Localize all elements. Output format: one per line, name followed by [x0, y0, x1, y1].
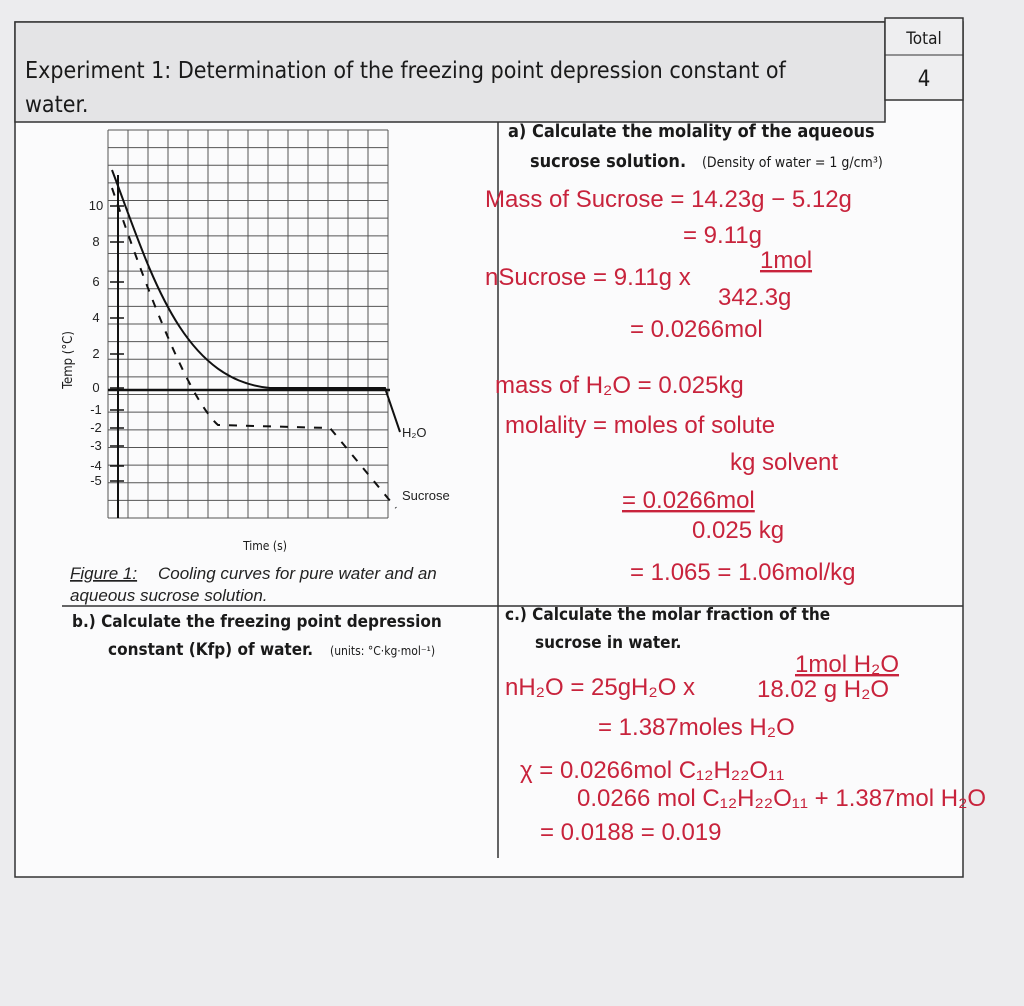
- sucrose-curve: [111, 187, 397, 509]
- y-tick-label: 6: [92, 274, 99, 289]
- caption-line1: Cooling curves for pure water and an: [158, 564, 437, 583]
- caption-line2: aqueous sucrose solution.: [70, 586, 268, 605]
- work-line: 0.0266 mol C₁₂H₂₂O₁₁ + 1.387mol H₂O: [577, 785, 986, 812]
- header-title-line2: water.: [25, 92, 88, 118]
- work-line: = 0.0266mol: [622, 487, 755, 514]
- total-value: 4: [918, 67, 931, 92]
- work-line: 0.025 kg: [692, 517, 784, 544]
- work-line: = 0.0188 = 0.019: [540, 819, 722, 846]
- part-b-question-line1: b.) Calculate the freezing point depress…: [72, 612, 442, 632]
- total-label: Total: [905, 29, 941, 49]
- part-b-units: (units: °C·kg·mol⁻¹): [330, 644, 435, 658]
- work-line: = 0.0266mol: [630, 316, 763, 343]
- work-line: kg solvent: [730, 449, 838, 476]
- y-tick-label: -1: [90, 402, 102, 417]
- y-tick-label: -5: [90, 473, 102, 488]
- work-line: 342.3g: [718, 284, 791, 311]
- y-tick-label: 2: [92, 346, 99, 361]
- work-line: = 1.065 = 1.06mol/kg: [630, 559, 856, 586]
- y-tick-label: 0: [92, 380, 99, 395]
- part-b-question-line2: constant (Kfp) of water.: [108, 640, 313, 660]
- part-c-question-line2: sucrose in water.: [535, 633, 681, 653]
- work-line: 1mol: [760, 247, 812, 274]
- work-line: molality = moles of solute: [505, 412, 775, 439]
- y-tick-label: 10: [89, 198, 103, 213]
- curve-label-sucrose: Sucrose: [402, 488, 450, 503]
- figure-grid: [107, 129, 389, 519]
- work-line: nSucrose = 9.11g x: [485, 264, 691, 291]
- water-curve: [111, 169, 401, 433]
- header-band: [14, 21, 886, 123]
- work-line: χ = 0.0266mol C₁₂H₂₂O₁₁: [520, 757, 784, 784]
- work-line: mass of H₂O = 0.025kg: [495, 372, 744, 399]
- work-line: = 9.11g: [683, 222, 762, 249]
- y-tick-label: -3: [90, 438, 102, 453]
- work-line: 18.02 g H₂O: [757, 676, 889, 703]
- y-tick-label: 4: [92, 310, 99, 325]
- part-a-question-line1: a) Calculate the molality of the aqueous: [508, 121, 875, 142]
- work-line: = 1.387moles H₂O: [598, 714, 795, 741]
- x-axis-label: Time (s): [242, 539, 287, 553]
- work-line: 1mol H₂O: [795, 651, 899, 678]
- part-a-note: (Density of water = 1 g/cm³): [702, 155, 883, 171]
- y-tick-labels: 10 8 6 4 2 0 -1 -2 -3 -4-5: [89, 198, 124, 488]
- part-a-question-line2: sucrose solution.: [530, 151, 686, 172]
- header-title-line1: Experiment 1: Determination of the freez…: [25, 58, 786, 84]
- curve-label-water: H₂O: [402, 425, 427, 440]
- part-c-question-line1: c.) Calculate the molar fraction of the: [505, 605, 830, 625]
- work-line: nH₂O = 25gH₂O x: [505, 674, 695, 701]
- sheet: [14, 21, 964, 878]
- y-tick-label: -4: [90, 458, 102, 473]
- work-line: Mass of Sucrose = 14.23g − 5.12g: [485, 186, 852, 213]
- y-tick-label: 8: [92, 234, 99, 249]
- caption-prefix: Figure 1:: [70, 564, 137, 583]
- y-axis-label: Temp (°C): [61, 331, 76, 390]
- total-box: [884, 17, 964, 101]
- y-tick-label: -2: [90, 420, 102, 435]
